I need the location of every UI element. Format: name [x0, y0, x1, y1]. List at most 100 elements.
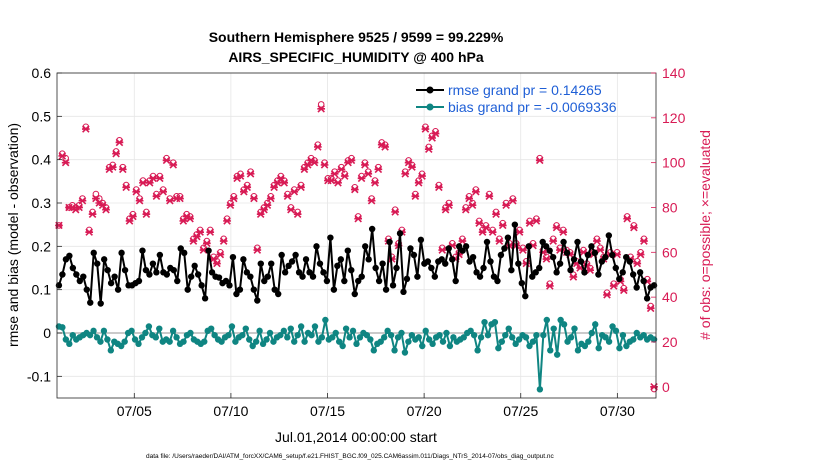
rmse-point	[316, 260, 324, 267]
rmse-point	[306, 269, 313, 276]
bias-point	[533, 331, 540, 339]
bias-point	[207, 325, 215, 332]
rmse-point	[459, 247, 466, 254]
rmse-point	[452, 277, 459, 285]
rmse-point	[525, 243, 532, 250]
right-axis-ticks: 0 20 40 60 80 100 120 140	[651, 65, 686, 395]
rmse-point	[198, 282, 205, 289]
obs-evaluated-marker	[525, 219, 534, 227]
rmse-point	[233, 290, 240, 298]
bias-point	[408, 331, 416, 339]
rmse-point	[605, 232, 613, 239]
rmse-point	[584, 251, 592, 259]
bias-point	[443, 329, 450, 337]
rmse-point	[174, 277, 181, 285]
y-right-tick-label: 0	[662, 379, 670, 395]
bias-point	[152, 334, 160, 341]
obs-possible-marker	[92, 190, 100, 198]
obs-evaluated-marker	[317, 105, 326, 113]
obs-evaluated-marker	[552, 223, 561, 232]
left-axis-ticks: -0.1 0 0.1 0.2 0.3 0.4 0.5 0.6	[27, 65, 62, 384]
y-right-tick-label: 80	[662, 199, 678, 215]
rmse-point	[511, 221, 519, 228]
bias-point	[592, 321, 599, 328]
bias-point	[609, 323, 616, 330]
obs-evaluated-marker	[226, 201, 235, 210]
obs-evaluated-marker	[253, 246, 262, 254]
rmse-point	[570, 256, 578, 263]
obs-evaluated-marker	[633, 259, 642, 268]
rmse-point	[215, 274, 223, 281]
rmse-point	[330, 286, 338, 293]
bias-point	[384, 327, 391, 335]
obs-evaluated-marker	[283, 192, 292, 201]
rmse-point	[327, 234, 334, 241]
bias-point	[187, 329, 194, 337]
rmse-point	[560, 238, 567, 246]
rmse-point	[442, 260, 449, 267]
obs-evaluated-marker	[280, 179, 289, 187]
obs-evaluated-marker	[102, 205, 110, 214]
obs-evaluated-marker	[81, 125, 90, 133]
rmse-point	[264, 273, 271, 280]
bias-point	[415, 334, 422, 341]
rmse-point	[73, 271, 80, 278]
rmse-point	[396, 230, 404, 237]
bias-point	[526, 342, 533, 350]
rmse-point	[240, 256, 247, 263]
x-tick-label: 07/10	[213, 403, 248, 419]
obs-evaluated-marker	[374, 165, 383, 174]
rmse-point	[254, 297, 261, 304]
rmse-point	[549, 253, 557, 261]
y-left-tick-label: 0	[43, 325, 51, 341]
bias-point	[329, 334, 336, 341]
rmse-point	[309, 273, 317, 280]
bias-point	[218, 338, 225, 345]
rmse-point	[636, 269, 644, 276]
rmse-point	[490, 273, 498, 280]
obs-evaluated-marker	[593, 237, 601, 245]
obs-evaluated-marker	[636, 250, 645, 259]
bias-point	[571, 325, 578, 332]
rmse-point	[334, 262, 341, 270]
obs-evaluated-marker	[219, 237, 228, 245]
rmse-point	[208, 269, 216, 276]
rmse-point	[261, 277, 268, 285]
bias-point	[121, 338, 128, 345]
rmse-point	[403, 275, 411, 283]
obs-evaluated-marker	[176, 194, 184, 203]
rmse-series-layer	[55, 221, 658, 307]
obs-evaluated-marker	[129, 212, 137, 221]
obs-evaluated-marker	[334, 179, 342, 187]
bias-point	[173, 334, 180, 341]
rmse-point	[515, 260, 522, 267]
bias-point	[284, 334, 291, 341]
obs-evaluated-marker	[108, 163, 117, 171]
rmse-point	[170, 266, 177, 274]
obs-evaluated-marker	[535, 156, 544, 165]
rmse-point	[191, 262, 198, 270]
obs-evaluated-marker	[122, 183, 131, 192]
rmse-point	[94, 260, 101, 267]
bias-point	[522, 334, 530, 341]
rmse-point	[320, 269, 327, 276]
obs-evaluated-marker	[132, 188, 141, 196]
bias-point	[335, 338, 343, 345]
obs-evaluated-marker	[646, 304, 655, 313]
bias-point	[107, 347, 115, 354]
rmse-point	[633, 284, 640, 291]
obs-evaluated-marker	[411, 192, 420, 201]
obs-evaluated-marker	[458, 237, 467, 245]
y-right-tick-label: 40	[662, 289, 678, 305]
rmse-point	[100, 256, 108, 263]
y-right-tick-label: 100	[662, 155, 686, 171]
obs-evaluated-marker	[223, 217, 231, 225]
obs-evaluated-marker	[492, 210, 500, 218]
y-left-tick-label: 0.3	[32, 195, 52, 211]
obs-evaluated-marker	[361, 161, 369, 169]
obs-evaluated-marker	[229, 194, 238, 203]
obs-evaluated-marker	[401, 170, 410, 178]
rmse-point	[104, 266, 111, 274]
bias-point	[311, 323, 319, 330]
bias-point	[263, 336, 270, 343]
